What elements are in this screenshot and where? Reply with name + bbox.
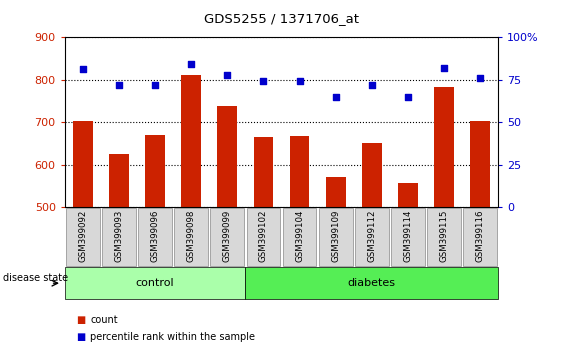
Text: GSM399093: GSM399093 — [114, 209, 123, 262]
Text: GSM399099: GSM399099 — [223, 209, 232, 262]
Text: percentile rank within the sample: percentile rank within the sample — [90, 332, 255, 342]
Point — [259, 79, 268, 84]
Point — [78, 67, 87, 72]
Bar — [217, 107, 237, 207]
Text: GSM399102: GSM399102 — [259, 209, 268, 262]
Bar — [181, 75, 201, 207]
Text: GDS5255 / 1371706_at: GDS5255 / 1371706_at — [204, 12, 359, 25]
Point — [150, 82, 159, 87]
Bar — [109, 154, 129, 207]
Point — [440, 65, 449, 70]
Text: count: count — [90, 315, 118, 325]
Point — [331, 94, 340, 99]
Text: GSM399114: GSM399114 — [404, 209, 413, 262]
Text: GSM399092: GSM399092 — [78, 209, 87, 262]
Bar — [253, 137, 274, 207]
Point — [404, 94, 413, 99]
Text: GSM399115: GSM399115 — [440, 209, 449, 262]
Text: GSM399116: GSM399116 — [476, 209, 485, 262]
Bar — [470, 121, 490, 207]
Point — [114, 82, 123, 87]
Point — [187, 62, 196, 67]
Point — [476, 75, 485, 81]
Text: GSM399109: GSM399109 — [331, 209, 340, 262]
Bar — [398, 183, 418, 207]
Text: disease state: disease state — [3, 273, 68, 283]
Text: diabetes: diabetes — [348, 278, 396, 288]
Text: GSM399096: GSM399096 — [150, 209, 159, 262]
Bar — [326, 177, 346, 207]
Point — [295, 79, 304, 84]
Text: ■: ■ — [76, 315, 85, 325]
Text: GSM399104: GSM399104 — [295, 209, 304, 262]
Text: ■: ■ — [76, 332, 85, 342]
Text: control: control — [136, 278, 175, 288]
Bar — [362, 143, 382, 207]
Bar — [434, 87, 454, 207]
Point — [223, 72, 232, 78]
Bar — [145, 135, 165, 207]
Point — [367, 82, 376, 87]
Text: GSM399098: GSM399098 — [187, 209, 196, 262]
Text: GSM399112: GSM399112 — [367, 209, 376, 262]
Bar — [289, 136, 310, 207]
Bar — [73, 121, 93, 207]
